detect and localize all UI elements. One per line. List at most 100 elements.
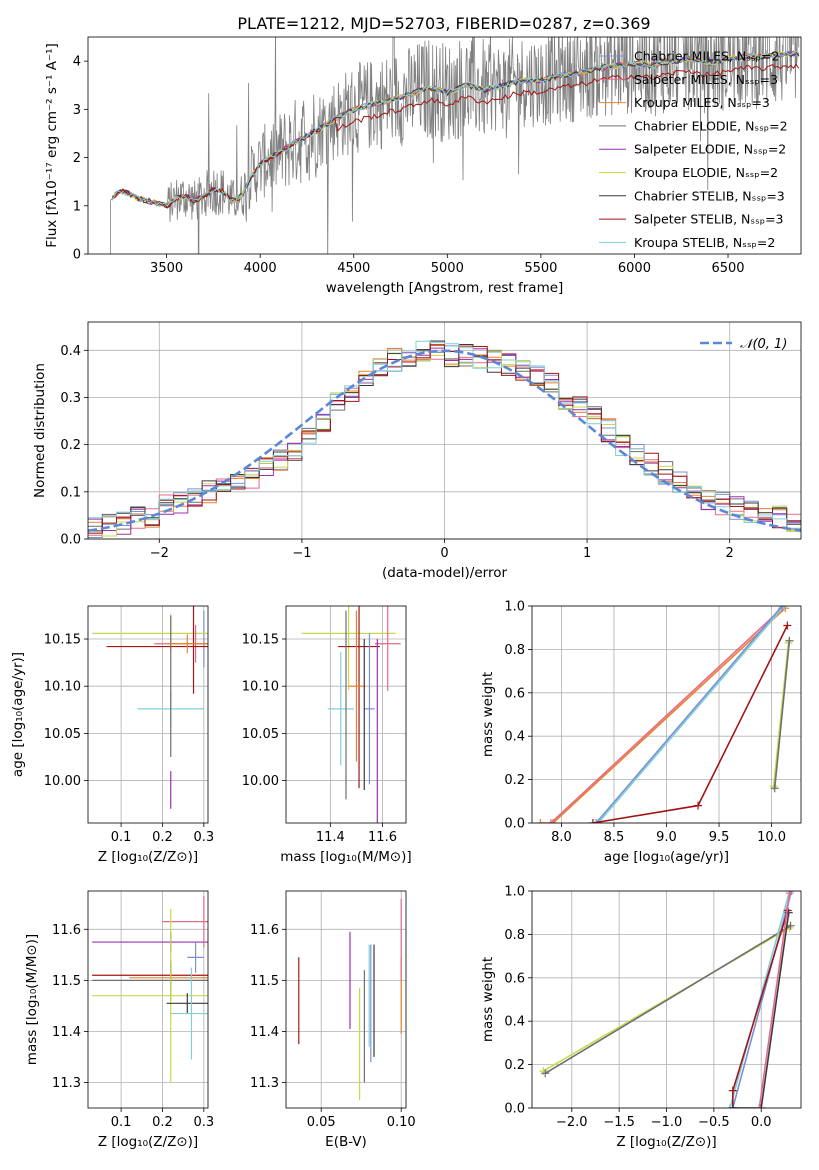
y-tick-label: 10.05 [242,727,279,742]
y-tick-label: 0.2 [60,438,81,453]
x-tick-label: 6000 [618,261,651,276]
x-tick-label: 0.2 [152,1115,173,1130]
y-tick-label: 10.00 [242,774,279,789]
x-tick-label: 0.2 [152,830,173,845]
marker-chabrier_elodie [786,921,795,930]
y-tick-label: 3 [73,103,81,118]
y-axis-label: mass [log₁₀(M/M⊙)] [24,934,40,1065]
x-tick-label: −0.5 [698,1115,730,1130]
marker-chabrier_elodie [770,784,779,793]
x-tick-label: 2 [726,546,734,561]
legend: 𝒩(0, 1) [700,337,787,352]
y-tick-label: 0.2 [504,773,525,788]
y-tick-label: 11.6 [250,923,279,938]
series-salpeter_miles [550,607,783,823]
y-axis-label: mass weight [480,957,496,1042]
y-tick-label: 11.4 [250,1025,279,1040]
series-chabrier_miles [595,606,783,823]
y-axis-label: mass weight [480,672,496,757]
legend-entry: Kroupa ELODIE, Nₛₛₚ=2 [634,165,778,180]
y-tick-label: 10.05 [44,727,81,742]
x-tick-label: 0.05 [307,1115,336,1130]
x-axis-label: (data-model)/error [382,565,508,581]
x-tick-label: 0.3 [194,1115,215,1130]
marker-chabrier_stelib [757,1104,766,1108]
y-tick-label: 0.8 [504,643,525,658]
x-tick-label: 5500 [524,261,557,276]
x-tick-label: −1.0 [651,1115,683,1130]
axes-frame [87,36,802,255]
y-tick-label: 2 [73,151,81,166]
marker-kroupa_miles [536,819,545,823]
series-kroupa_stelib [592,606,785,823]
axes-frame [87,605,209,824]
series-salpeter_miles [758,893,791,1108]
y-tick-label: 0.6 [504,971,525,986]
figure-title: PLATE=1212, MJD=52703, FIBERID=0287, z=0… [237,14,650,33]
y-tick-label: 0.1 [60,485,81,500]
marker-salpeter_stelib [783,621,792,630]
axes-frame [87,890,209,1109]
axes-frame [87,321,802,540]
x-axis-label: E(B-V) [325,1134,367,1150]
y-tick-label: 0.0 [504,817,525,832]
plot-area [92,606,208,809]
y-tick-label: 0.2 [504,1058,525,1073]
x-tick-label: 0.10 [387,1115,416,1130]
x-tick-label: −2.0 [556,1115,588,1130]
marker-salpeter_stelib [728,1086,737,1095]
y-tick-label: 11.5 [250,974,279,989]
plot-area [110,37,800,254]
marker-salpeter_miles [755,1104,764,1108]
y-axis-label: Flux [fλ10⁻¹⁷ erg cm⁻² s⁻¹ A⁻¹] [44,43,60,248]
x-tick-label: 0.1 [111,830,132,845]
series-chabrier_miles [732,891,793,1108]
marker-chabrier_stelib [784,908,793,917]
x-tick-label: 11.4 [316,830,345,845]
legend-entry: Chabrier MILES, Nₛₛₚ=2 [634,49,779,64]
y-tick-label: 0.4 [504,1015,525,1030]
age-vs-metallicity-panel: 0.1 0.2 0.3 10.00 10.05 10.10 10.15 Z [log₁₀(Z/… [10,605,214,865]
y-tick-label: 11.4 [52,1025,81,1040]
y-tick-label: 0.0 [504,1102,525,1117]
y-tick-label: 11.3 [52,1076,81,1091]
legend-entry: Salpeter STELIB, Nₛₛₚ=3 [634,212,784,227]
x-tick-label: 0 [440,546,448,561]
x-tick-label: 8.0 [551,830,572,845]
y-tick-label: 11.6 [52,923,81,938]
x-axis-label: Z [log₁₀(Z/Z⊙)] [616,1134,716,1150]
x-tick-label: 5000 [431,261,464,276]
y-tick-label: 10.15 [242,633,279,648]
legend-entry: Chabrier ELODIE, Nₛₛₚ=2 [634,118,788,133]
mass-vs-metallicity-panel: 0.1 0.2 0.3 11.3 11.4 11.5 11.6 Z [log₁₀(Z/Z⊙)]… [24,890,215,1150]
axes-frame [285,605,407,824]
y-tick-label: 11.3 [250,1076,279,1091]
y-tick-label: 1.0 [504,885,525,900]
observed-spectrum [110,37,800,254]
y-tick-label: 10.10 [44,680,81,695]
y-tick-label: 1.0 [504,600,525,615]
y-tick-label: 1 [73,199,81,214]
legend-entry: Kroupa STELIB, Nₛₛₚ=2 [634,235,775,250]
marker-kroupa_elodie [769,782,778,791]
legend-entry: Chabrier STELIB, Nₛₛₚ=3 [634,188,785,203]
x-tick-label: 11.6 [368,830,397,845]
mass-weight-vs-metallicity-panel: −2.0 −1.5 −1.0 −0.5 0.0 0.0 0.2 0.4 0.6 0.8 1.0 Z [… [480,885,802,1150]
legend-entry: 𝒩(0, 1) [740,337,787,352]
y-tick-label: 0.8 [504,928,525,943]
x-axis-label: Z [log₁₀(Z/Z⊙)] [98,849,198,865]
series-chabrier_elodie [544,925,792,1074]
y-tick-label: 0.6 [504,686,525,701]
x-tick-label: 4000 [244,261,277,276]
marker-salpeter_miles [785,891,794,898]
histogram-chabrier_stelib [88,340,801,532]
marker-chabrier_miles [592,819,601,823]
y-tick-label: 10.10 [242,680,279,695]
marker-chabrier_elodie [785,636,794,645]
x-axis-label: mass [log₁₀(M/M⊙)] [280,849,411,865]
x-axis-label: Z [log₁₀(Z/Z⊙)] [98,1134,198,1150]
marker-salpeter_stelib [588,819,597,823]
y-tick-label: 0.4 [60,344,81,359]
legend-entry: Kroupa MILES, Nₛₛₚ=3 [634,95,770,110]
